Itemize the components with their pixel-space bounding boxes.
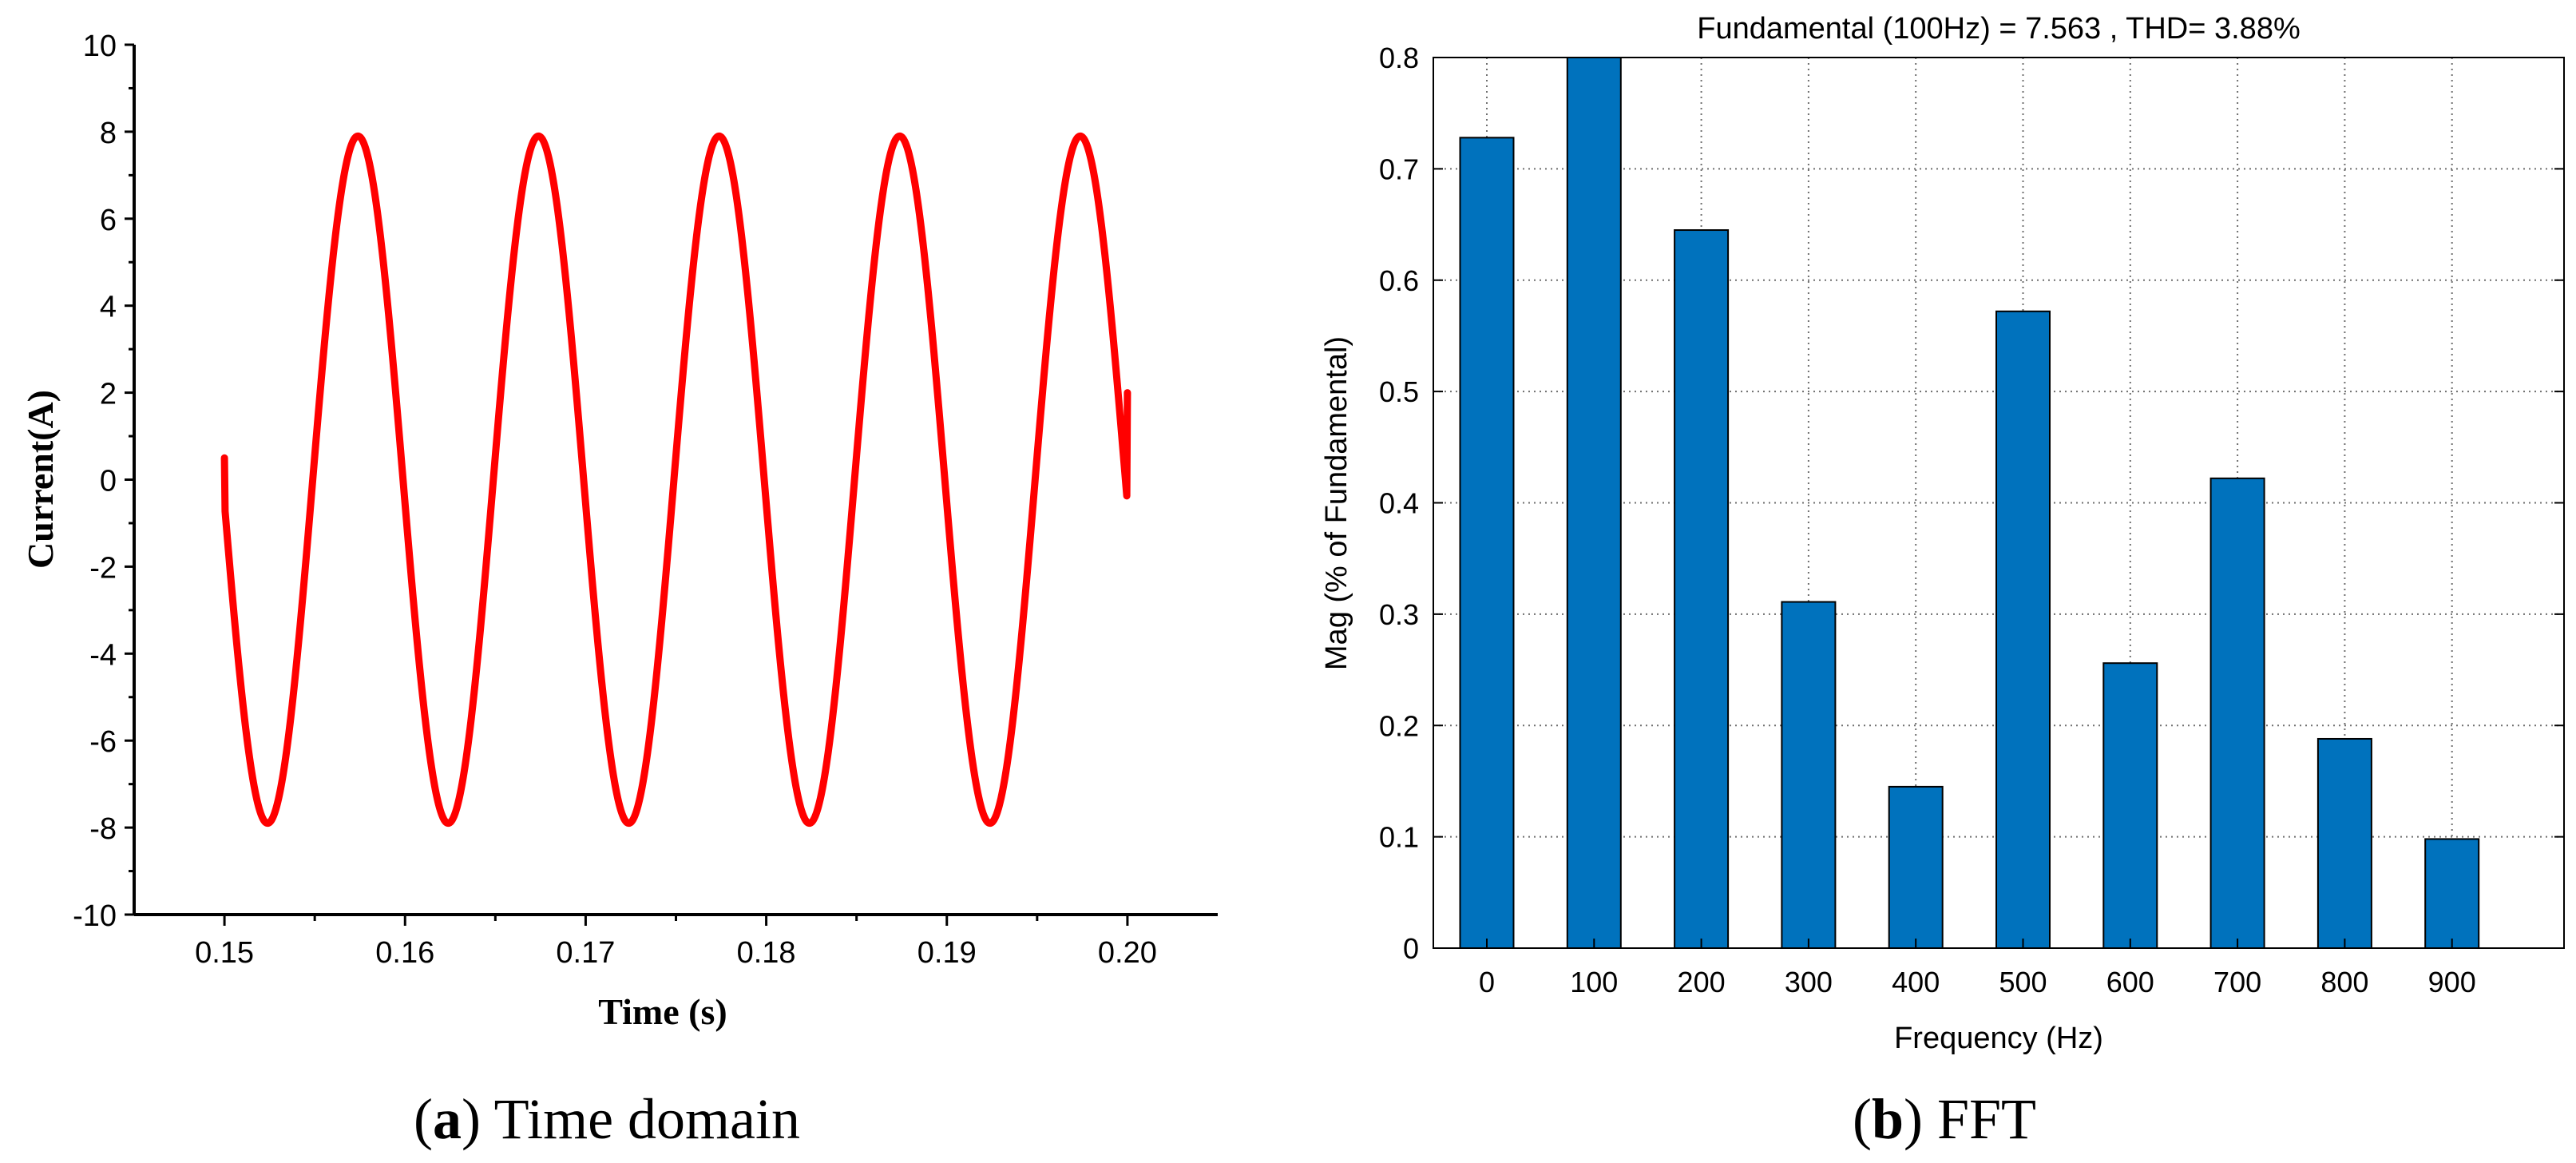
chart-b-y-tick-label: 0.8: [1379, 42, 1419, 74]
chart-b-title: Fundamental (100Hz) = 7.563 , THD= 3.88%: [1697, 12, 2301, 46]
chart-b-bar: [2102, 662, 2158, 949]
chart-b-y-tick-label: 0.5: [1379, 375, 1419, 408]
chart-a-y-tick-label: 8: [100, 117, 117, 150]
chart-a-y-tick-label: -10: [73, 899, 117, 933]
chart-b-x-tick-label: 300: [1785, 966, 1833, 998]
chart-a-x-axis-label: Time (s): [598, 991, 727, 1032]
chart-b-y-tick-label: 0.2: [1379, 709, 1419, 742]
chart-b-y-axis-label: Mag (% of Fundamental): [1320, 336, 1353, 670]
chart-b-bar: [1781, 601, 1837, 949]
chart-b-x-tick-label: 200: [1678, 966, 1726, 998]
chart-b-bar: [2209, 477, 2265, 949]
chart-a-x-tick-label: 0.15: [195, 936, 254, 970]
chart-b-x-tick-label: 400: [1892, 966, 1940, 998]
chart-a-x-tick-label: 0.19: [917, 936, 977, 970]
chart-a-x-tick-label: 0.16: [375, 936, 434, 970]
chart-a-y-tick-label: 6: [100, 204, 117, 237]
chart-a-x-ticks: 0.15 0.16 0.17 0.18 0.19 0.20: [195, 915, 1157, 970]
chart-a-y-tick-label: -2: [89, 551, 117, 585]
chart-b-x-tick-label: 700: [2213, 966, 2261, 998]
caption-b-text: FFT: [1937, 1087, 2036, 1151]
chart-b-x-tick-label: 600: [2106, 966, 2154, 998]
chart-a-y-tick-label: -4: [89, 638, 117, 672]
chart-a-x-tick-label: 0.18: [737, 936, 796, 970]
chart-a-x-tick-label: 0.17: [556, 936, 615, 970]
chart-b-bar: [1888, 785, 1944, 949]
chart-b-y-tick-label: 0.4: [1379, 487, 1419, 520]
chart-b-bar: [2424, 838, 2480, 949]
caption-b-letter: b: [1872, 1087, 1904, 1151]
chart-a-y-ticks: 10 8 6 4 2 0 -2 -4 -6 -8 -10: [73, 30, 134, 933]
chart-b-x-axis-label: Frequency (Hz): [1894, 1022, 2103, 1055]
chart-b-x-tick-label: 800: [2320, 966, 2368, 998]
chart-a-y-axis-label: Current(A): [20, 390, 61, 569]
chart-a-y-tick-label: 4: [100, 291, 117, 324]
chart-b-y-tick-label: 0.7: [1379, 153, 1419, 185]
chart-b-bars: [1459, 57, 2480, 950]
chart-a-y-tick-label: 10: [83, 30, 117, 63]
chart-b-x-tick-label: 900: [2428, 966, 2476, 998]
chart-b-bar: [1995, 310, 2051, 949]
chart-b-fft: 0 0.1 0.2 0.3 0.4 0.5 0.6 0.7 0.8 0 100 200 300 400 5…: [1320, 12, 2565, 1055]
chart-b-y-tick-label: 0.1: [1379, 821, 1419, 854]
chart-b-y-tick-label: 0: [1403, 932, 1419, 965]
chart-b-x-tick-label: 0: [1479, 966, 1495, 998]
chart-a-series-current: [220, 132, 1131, 828]
chart-b-x-tick-label: 100: [1570, 966, 1618, 998]
chart-a-y-tick-label: 0: [100, 465, 117, 498]
chart-b-y-tick-label: 0.6: [1379, 264, 1419, 297]
caption-a-letter: a: [433, 1087, 462, 1151]
chart-b-bar: [1459, 137, 1515, 950]
caption-a: (a) Time domain: [414, 1087, 800, 1151]
chart-a-x-tick-label: 0.20: [1098, 936, 1157, 970]
chart-b-y-ticks: 0 0.1 0.2 0.3 0.4 0.5 0.6 0.7 0.8: [1379, 42, 2564, 965]
chart-a-y-tick-label: -8: [89, 812, 117, 846]
chart-a-plot-area: [220, 132, 1131, 828]
chart-b-y-tick-label: 0.3: [1379, 598, 1419, 631]
chart-a-current-line: [220, 132, 1131, 828]
chart-a-y-tick-label: -6: [89, 725, 117, 759]
chart-b-bar: [2316, 737, 2372, 949]
chart-b-x-ticks: 0 100 200 300 400 500 600 700 800 900: [1479, 939, 2476, 998]
chart-b-x-tick-label: 500: [1999, 966, 2047, 998]
caption-b: (b) FFT: [1853, 1087, 2036, 1151]
chart-b-bar: [1566, 57, 1622, 949]
chart-a-y-tick-label: 2: [100, 378, 117, 411]
chart-b-bar: [1674, 229, 1730, 949]
caption-a-text: Time domain: [494, 1087, 800, 1151]
